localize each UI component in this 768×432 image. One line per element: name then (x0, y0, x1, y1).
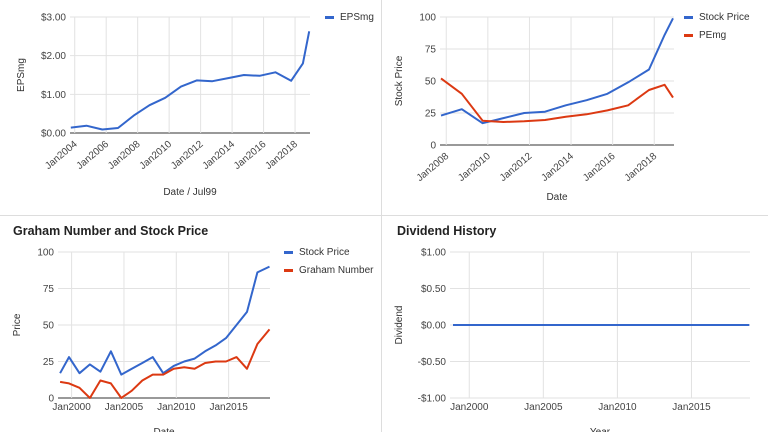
y-tick-label: $3.00 (41, 13, 66, 24)
x-tick-label: Jan2016 (232, 139, 269, 172)
y-tick-label: $0.50 (421, 284, 446, 295)
chart-svg: 0 25 50 75 100 Jan2000 Jan2005 Jan2010 Jan2015 St… (12, 247, 374, 432)
x-tick-label: Jan2018 (623, 151, 660, 184)
x-tick-label: Jan2014 (540, 151, 577, 184)
chart-svg: $0.00 $1.00 $2.00 $3.00 Jan2004Jan2006Jan200… (16, 12, 374, 198)
y-tick-label: $2.00 (41, 51, 66, 62)
x-tick-label: Jan2012 (498, 151, 535, 184)
legend-label: EPSmg (340, 12, 374, 23)
x-axis-label: Year (590, 427, 611, 432)
y-tick-label: 25 (425, 109, 437, 120)
x-tick-label: Jan2010 (598, 402, 637, 413)
legend-swatch (684, 34, 693, 37)
y-tick-label: $0.00 (421, 321, 446, 332)
y-tick-label: 75 (425, 45, 437, 56)
y-tick-label: 25 (43, 357, 55, 368)
x-tick-label: Jan2015 (209, 402, 248, 413)
x-tick-label: Jan2010 (157, 402, 196, 413)
y-axis-label: EPSmg (16, 58, 27, 92)
y-tick-label: 50 (43, 321, 55, 332)
y-tick-label: 0 (48, 394, 54, 405)
y-tick-label: 0 (430, 141, 436, 152)
chart-panel-price-pe: Price and PEmg0255075100Jan2008Jan2010Ja… (384, 0, 768, 215)
x-axis-label: Date / Jul99 (163, 187, 217, 198)
x-tick-label: Jan2000 (450, 402, 489, 413)
x-tick-label: Jan2014 (201, 139, 238, 172)
chart-panel-graham: Graham Number and Stock Price 0 25 50 75 100 J… (0, 216, 380, 432)
y-tick-label: $0.00 (41, 129, 66, 140)
y-axis-label: Price (12, 313, 23, 336)
y-axis-label: Stock Price (394, 55, 405, 106)
x-tick-label: Jan2015 (672, 402, 711, 413)
chart-svg: -$1.00 -$0.50 $0.00 $0.50 $1.00 Jan2000 Jan200… (394, 248, 750, 432)
series-line-2 (440, 77, 674, 123)
series-line-1 (70, 31, 311, 131)
x-axis-label: Date (153, 427, 175, 432)
x-tick-label: Jan2005 (524, 402, 563, 413)
y-tick-label: -$1.00 (418, 394, 447, 405)
legend-label: Stock Price (299, 247, 350, 258)
series-line-2 (59, 328, 271, 399)
chart-panel-eps: EPSmg$0.00$1.00$2.00$3.00Jan2004Jan2006J… (0, 0, 380, 215)
legend-swatch (684, 16, 693, 19)
x-tick-label: Jan2008 (415, 151, 452, 184)
vertical-divider (381, 0, 382, 432)
chart-panel-dividend: Dividend History -$1.00 -$0.50 $0.00 $0.50 $1… (384, 216, 768, 432)
x-tick-label: Jan2004 (43, 139, 80, 172)
series-line-1 (440, 17, 674, 125)
y-tick-label: 75 (43, 284, 55, 295)
x-tick-label: Jan2006 (75, 139, 112, 172)
x-tick-label: Jan2005 (105, 402, 144, 413)
chart-title: Dividend History (397, 224, 497, 238)
x-tick-label: Jan2012 (169, 139, 206, 172)
legend-swatch (325, 16, 334, 19)
y-tick-label: -$0.50 (418, 357, 447, 368)
x-tick-label: Jan2018 (264, 139, 301, 172)
y-tick-label: $1.00 (421, 248, 446, 259)
chart-title: Graham Number and Stock Price (13, 224, 209, 238)
x-axis-label: Date (546, 192, 568, 203)
legend-label: Stock Price (699, 12, 750, 23)
y-tick-label: 50 (425, 77, 437, 88)
horizontal-divider (0, 215, 768, 216)
y-tick-label: 100 (37, 248, 54, 259)
legend-swatch (284, 251, 293, 254)
series-line-1 (59, 265, 270, 376)
legend-swatch (284, 269, 293, 272)
legend-label: PEmg (699, 30, 726, 41)
x-tick-label: Jan2010 (138, 139, 175, 172)
legend-label: Graham Number (299, 265, 374, 276)
y-axis-label: Dividend (394, 306, 405, 345)
x-tick-label: Jan2010 (456, 151, 493, 184)
x-tick-label: Jan2000 (52, 402, 91, 413)
x-tick-label: Jan2016 (581, 151, 618, 184)
y-tick-label: 100 (419, 13, 436, 24)
y-tick-label: $1.00 (41, 90, 66, 101)
x-tick-label: Jan2008 (106, 139, 143, 172)
